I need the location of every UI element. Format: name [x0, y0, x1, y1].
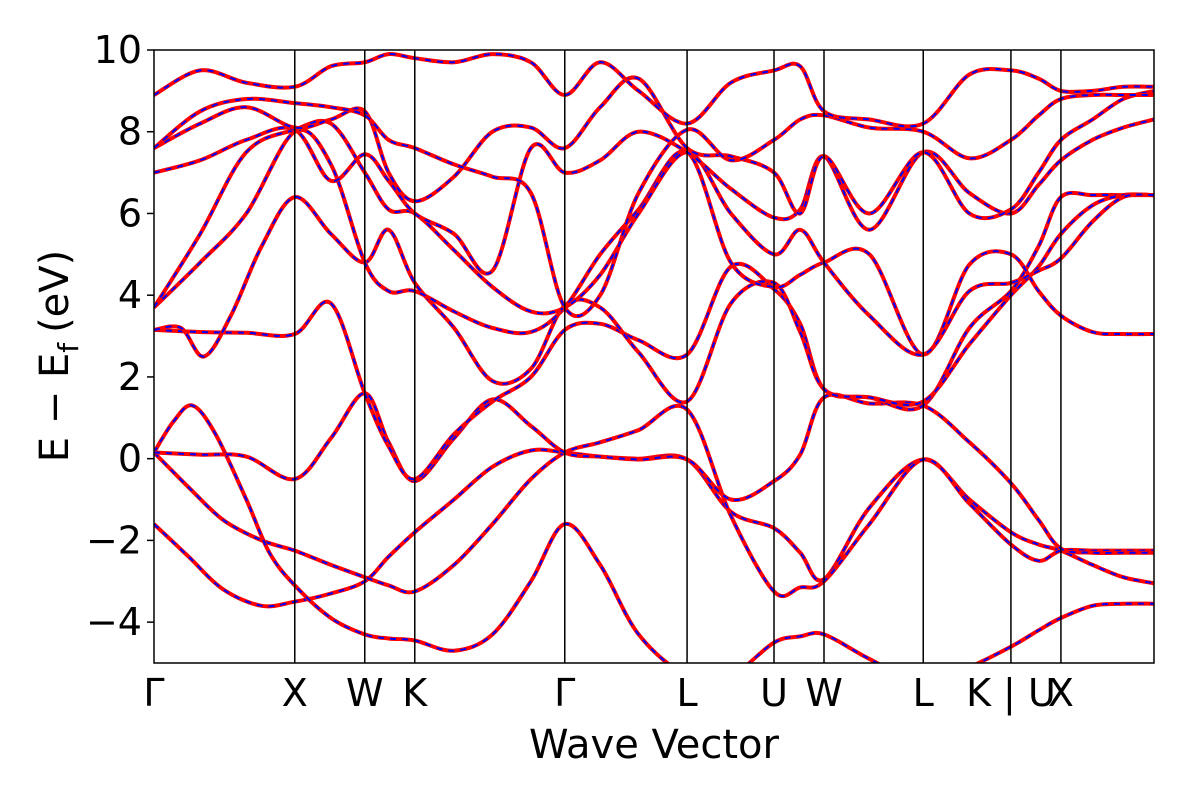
band-line-overlay-6: [154, 128, 1154, 356]
x-tick-label-3: K: [402, 671, 428, 715]
y-axis-label: E − Ef (eV): [32, 250, 85, 463]
x-tick-label-6: U: [760, 671, 788, 715]
band-line-reference-9: [154, 75, 1154, 221]
x-axis-label: Wave Vector: [529, 722, 780, 768]
band-line-overlay-1: [154, 404, 1154, 598]
band-line-overlay-8: [154, 118, 1154, 275]
band-lines: [154, 52, 1154, 663]
x-tick-label-10: X: [1048, 671, 1074, 715]
plot-frame: [153, 49, 1155, 664]
y-tick-label-3: 2: [118, 355, 142, 399]
x-tick-label-0: Γ: [143, 671, 164, 715]
y-tick-label-1: −2: [86, 518, 142, 562]
y-tick-label-2: 0: [118, 437, 142, 481]
band-line-reference-2: [154, 403, 1154, 663]
y-axis-label-unit: (eV): [32, 250, 78, 333]
y-axis-ticks: −4 −2 0 2 4 6 8 10: [86, 28, 154, 644]
band-line-overlay-3: [154, 392, 1154, 554]
x-tick-label-9: K | U: [966, 671, 1056, 716]
y-tick-label-4: 4: [118, 273, 142, 317]
y-tick-label-0: −4: [86, 600, 142, 644]
band-line-overlay-2: [154, 404, 1154, 663]
band-line-reference-11: [154, 52, 1154, 129]
y-axis-label-main: E − E: [32, 353, 78, 463]
x-tick-label-5: L: [676, 671, 697, 715]
y-tick-label-6: 8: [118, 110, 142, 154]
kpoint-lines: [294, 50, 1062, 663]
x-tick-label-4: Γ: [554, 671, 575, 715]
band-line-reference-1: [154, 403, 1154, 599]
band-line-reference-7: [154, 118, 1154, 357]
x-tick-label-2: W: [346, 671, 384, 715]
band-line-overlay-11: [154, 53, 1154, 128]
band-line-reference-4: [154, 190, 1154, 482]
y-tick-label-5: 6: [118, 191, 142, 235]
band-line-overlay-4: [154, 191, 1154, 481]
y-axis-label-subscript: f: [52, 342, 85, 353]
band-line-overlay-10: [154, 93, 1154, 318]
x-tick-label-1: X: [282, 671, 308, 715]
x-tick-label-7: W: [805, 671, 843, 715]
band-line-overlay-7: [154, 119, 1154, 356]
y-tick-label-7: 10: [94, 28, 142, 72]
x-tick-label-8: L: [913, 671, 934, 715]
